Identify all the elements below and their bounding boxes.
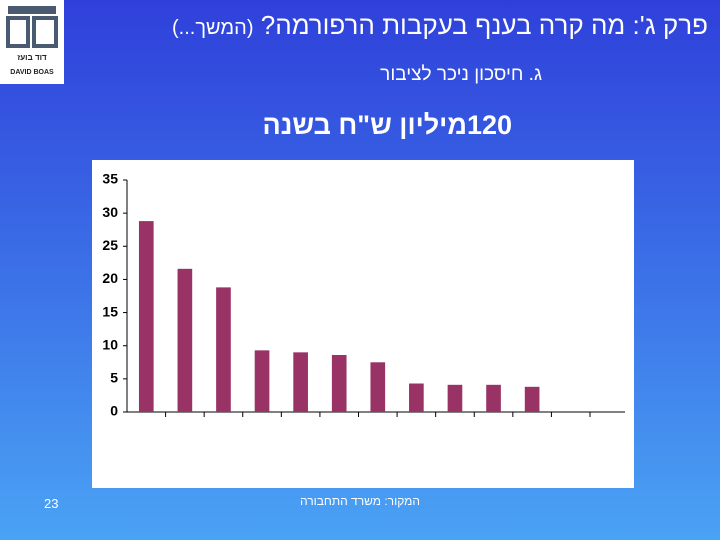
slide-title: פרק ג': מה קרה בענף בעקבות הרפורמה? (260, 10, 708, 40)
bar (177, 268, 193, 412)
logo: דוד בועז DAVID BOAS (0, 0, 64, 84)
bar (331, 354, 347, 412)
y-tick-label: 30 (102, 204, 118, 220)
y-tick-label: 5 (110, 370, 118, 386)
bar (370, 362, 386, 412)
logo-name: DAVID BOAS (10, 69, 54, 76)
logo-graphic: דוד בועז DAVID BOAS (6, 6, 58, 76)
bar (216, 287, 231, 412)
logo-hebrew: דוד בועז (17, 53, 47, 62)
y-tick-label: 35 (102, 171, 118, 187)
subtitle: ג. חיסכון ניכר לציבור (380, 64, 542, 85)
page-number: 23 (44, 496, 59, 511)
headline: 120מיליון ש"ח בשנה (262, 110, 512, 140)
y-tick-label: 15 (102, 303, 118, 319)
slide-title-block: פרק ג': מה קרה בענף בעקבות הרפורמה? (המש… (172, 10, 708, 41)
bar (138, 221, 154, 412)
y-tick-label: 25 (102, 237, 118, 253)
bar (486, 384, 501, 412)
title-note: (המשך...) (172, 17, 254, 39)
bar (254, 350, 270, 412)
chart-background (92, 160, 634, 488)
y-tick-label: 10 (102, 336, 118, 352)
chart: 0 5 10 15 20 25 30 35 (92, 160, 634, 488)
bar (293, 352, 308, 412)
y-tick-label: 0 (110, 403, 118, 419)
y-tick-label: 20 (102, 270, 118, 286)
bar (447, 384, 463, 412)
bar (524, 386, 540, 412)
source: המקור: משרד התחבורה (299, 494, 421, 508)
bar (409, 383, 424, 412)
